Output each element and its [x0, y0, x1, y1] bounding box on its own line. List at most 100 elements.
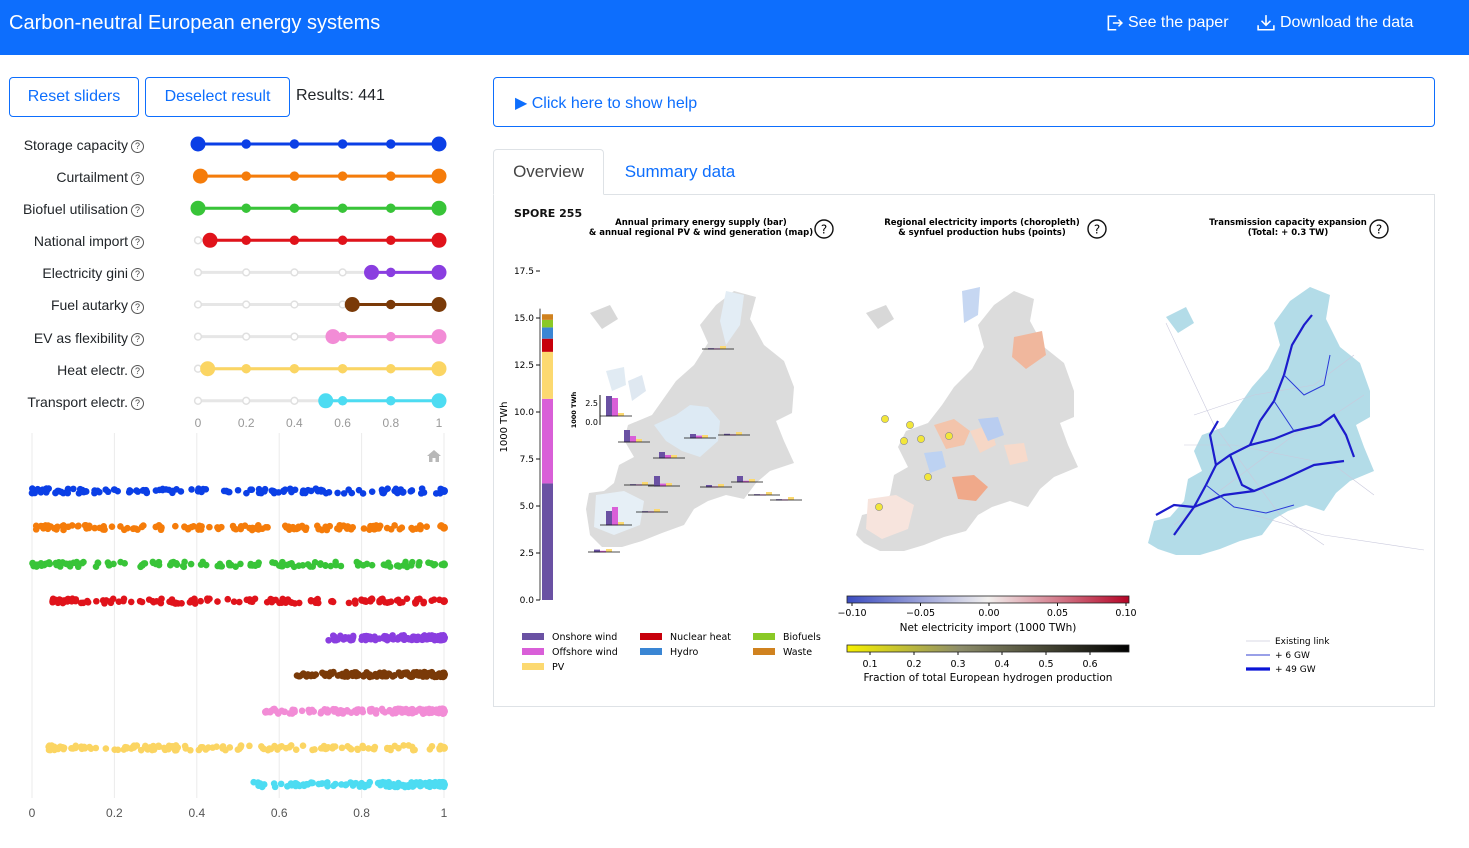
strip-point[interactable]	[227, 561, 235, 569]
strip-point[interactable]	[246, 742, 253, 750]
strip-point[interactable]	[91, 489, 98, 497]
slider-national-import[interactable]	[193, 232, 447, 248]
strip-point[interactable]	[72, 742, 80, 750]
region-bar[interactable]	[618, 430, 650, 443]
strip-point[interactable]	[149, 559, 157, 567]
slider-storage-capacity[interactable]	[190, 136, 447, 152]
strip-point[interactable]	[308, 671, 316, 679]
strip-point[interactable]	[32, 526, 40, 533]
strip-point[interactable]	[280, 708, 288, 716]
strip-point[interactable]	[366, 526, 373, 533]
strip-point[interactable]	[408, 709, 416, 717]
strip-point[interactable]	[306, 563, 314, 570]
strip-point[interactable]	[34, 485, 41, 493]
strip-point[interactable]	[354, 746, 362, 754]
info-icon[interactable]: ?	[131, 396, 144, 410]
strip-point[interactable]	[402, 558, 409, 566]
strip-point[interactable]	[288, 560, 295, 567]
info-icon[interactable]: ?	[131, 140, 144, 153]
strip-point[interactable]	[430, 780, 438, 787]
strip-point[interactable]	[169, 743, 177, 750]
strip-point[interactable]	[417, 523, 425, 530]
strip-point[interactable]	[343, 525, 351, 532]
strip-point[interactable]	[419, 710, 427, 717]
strip-point[interactable]	[54, 744, 61, 752]
strip-point[interactable]	[106, 561, 113, 569]
strip-point[interactable]	[337, 562, 345, 570]
strip-point[interactable]	[398, 524, 406, 532]
strip-point[interactable]	[361, 598, 368, 605]
strip-point[interactable]	[171, 600, 179, 607]
strip-point[interactable]	[150, 598, 157, 606]
strip-point[interactable]	[340, 490, 348, 497]
strip-point[interactable]	[279, 595, 286, 603]
strip-point[interactable]	[224, 595, 232, 603]
strip-point[interactable]	[140, 560, 148, 567]
slider-handle-max[interactable]	[431, 297, 447, 312]
strip-point[interactable]	[440, 597, 448, 606]
strip-point[interactable]	[187, 560, 195, 568]
strip-point[interactable]	[431, 560, 439, 568]
strip-point[interactable]	[440, 707, 448, 716]
strip-point[interactable]	[440, 670, 448, 679]
strip-point[interactable]	[59, 522, 66, 530]
slider-handle-max[interactable]	[431, 200, 447, 216]
strip-point[interactable]	[246, 597, 254, 605]
strip-point[interactable]	[358, 779, 365, 787]
region-bar[interactable]	[684, 434, 716, 439]
strip-point[interactable]	[130, 744, 138, 751]
strip-point[interactable]	[440, 743, 448, 752]
strip-point[interactable]	[299, 742, 307, 750]
strip-point[interactable]	[311, 559, 319, 566]
strip-point[interactable]	[334, 636, 342, 643]
strip-point[interactable]	[237, 560, 244, 568]
strip-point[interactable]	[169, 487, 177, 495]
strip-point[interactable]	[217, 562, 224, 570]
strip-point[interactable]	[440, 780, 448, 789]
strip-point[interactable]	[440, 560, 448, 569]
strip-point[interactable]	[49, 597, 56, 605]
strip-point[interactable]	[104, 488, 112, 496]
strip-point[interactable]	[311, 746, 318, 753]
strip-point[interactable]	[325, 489, 333, 496]
strip-point[interactable]	[325, 636, 332, 644]
strip-point[interactable]	[82, 488, 90, 495]
strip-point[interactable]	[383, 636, 391, 644]
slider-handle-min[interactable]	[202, 232, 218, 248]
strip-point[interactable]	[180, 563, 188, 571]
region-bar[interactable]	[718, 432, 750, 436]
strip-point[interactable]	[281, 486, 289, 493]
slider-handle-max[interactable]	[431, 264, 447, 280]
strip-point[interactable]	[440, 633, 448, 642]
strip-point[interactable]	[396, 599, 404, 607]
strip-point[interactable]	[366, 779, 373, 786]
strip-point[interactable]	[277, 780, 285, 788]
region-bar[interactable]	[731, 476, 763, 483]
strip-point[interactable]	[339, 707, 347, 715]
strip-point[interactable]	[317, 561, 324, 569]
strip-point[interactable]	[272, 707, 279, 714]
strip-point[interactable]	[181, 558, 188, 566]
strip-point[interactable]	[57, 488, 65, 496]
strip-point[interactable]	[158, 524, 165, 531]
strip-point[interactable]	[120, 595, 128, 603]
strip-point[interactable]	[317, 710, 325, 717]
strip-point[interactable]	[188, 523, 195, 531]
strip-point[interactable]	[368, 705, 376, 713]
strip-point[interactable]	[111, 486, 119, 493]
strip-point[interactable]	[148, 746, 156, 754]
strip-point[interactable]	[299, 562, 307, 569]
strip-point[interactable]	[291, 780, 299, 787]
strip-point[interactable]	[407, 562, 415, 569]
strip-point[interactable]	[370, 745, 378, 753]
strip-point[interactable]	[263, 707, 270, 715]
strip-point[interactable]	[68, 597, 76, 605]
strip-point[interactable]	[54, 523, 61, 531]
strip-point[interactable]	[332, 561, 340, 569]
strip-point[interactable]	[359, 744, 367, 752]
strip-point[interactable]	[402, 708, 409, 716]
strip-point[interactable]	[44, 522, 52, 529]
home-icon[interactable]	[427, 450, 441, 462]
strip-point[interactable]	[187, 746, 194, 754]
info-icon[interactable]: ?	[131, 300, 144, 314]
